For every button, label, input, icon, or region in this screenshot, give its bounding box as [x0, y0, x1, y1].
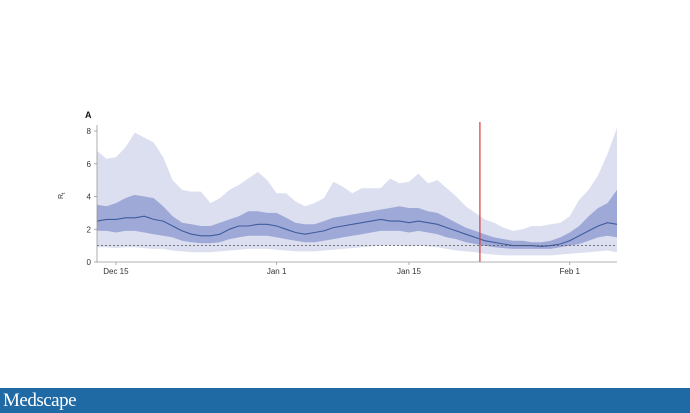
y-axis-title-main: R [58, 194, 65, 199]
x-tick-label: Feb 1 [559, 267, 580, 276]
figure-panel: 0 2 4 6 8 Dec 15 Jan 1 Jan 15 Feb 1 A Rt [58, 110, 618, 276]
x-tick-label: Jan 1 [267, 267, 287, 276]
y-axis-title: Rt [58, 192, 67, 199]
x-tick-label: Dec 15 [103, 267, 129, 276]
panel-label: A [85, 110, 92, 120]
x-axis-ticks: Dec 15 Jan 1 Jan 15 Feb 1 [103, 262, 581, 276]
y-tick-label: 4 [87, 193, 92, 202]
y-tick-label: 0 [87, 258, 92, 267]
x-tick-label: Jan 15 [397, 267, 422, 276]
y-tick-label: 2 [87, 225, 92, 234]
medscape-logo[interactable]: Medscape [3, 390, 77, 411]
footer-bar: Medscape [0, 388, 690, 413]
y-axis-ticks: 0 2 4 6 8 [87, 127, 97, 267]
inner-credible-interval-band [97, 189, 617, 249]
y-axis-title-subscript: t [61, 192, 67, 194]
y-tick-label: 8 [87, 127, 92, 136]
rt-chart: 0 2 4 6 8 Dec 15 Jan 1 Jan 15 Feb 1 A Rt [58, 110, 618, 276]
y-tick-label: 6 [87, 160, 92, 169]
